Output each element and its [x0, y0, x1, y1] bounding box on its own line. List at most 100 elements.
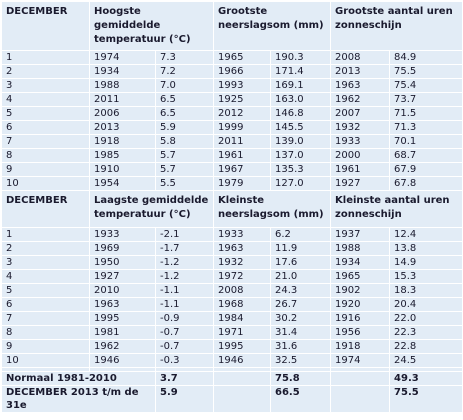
head: DECEMBER Laagste gemiddelde temperatuur (… [1, 190, 463, 228]
value-cell: 32.5 [270, 353, 332, 368]
table-body: DECEMBER Hoogste gemiddelde temperatuur (… [1, 1, 463, 413]
rank-cell: 9 [1, 339, 90, 354]
value-cell: 75.4 [389, 78, 463, 93]
year-cell: 1925 [213, 92, 272, 107]
table-row: 10 1946 -0.3 1946 32.5 1974 24.5 [1, 353, 463, 368]
year-cell: 2012 [213, 106, 272, 121]
value-cell: 67.9 [389, 162, 463, 177]
value-cell: 21.0 [270, 269, 332, 284]
header-cell: Laagste gemiddelde temperatuur (°C) [88, 190, 215, 228]
table-row: 2 1969 -1.7 1963 11.9 1988 13.8 [1, 241, 463, 256]
value-cell: 7.3 [154, 50, 215, 65]
value-cell: 31.4 [270, 325, 332, 340]
year-cell: 1995 [89, 311, 156, 326]
rank-cell: 7 [1, 134, 90, 149]
year-cell: 1932 [213, 255, 272, 270]
header-cell: DECEMBER [1, 190, 90, 228]
header-cell: DECEMBER [1, 1, 90, 51]
rank-cell: 4 [1, 269, 90, 284]
table-row: 1 1933 -2.1 1933 6.2 1937 12.4 [1, 227, 463, 242]
rank-cell: 6 [1, 120, 90, 135]
value-cell: 24.3 [270, 283, 332, 298]
rank-cell: 1 [1, 50, 90, 65]
value-cell: 12.4 [389, 227, 463, 242]
value-cell: -2.1 [154, 227, 215, 242]
year-cell: 1967 [213, 162, 272, 177]
year-cell: 1979 [213, 176, 272, 191]
year-cell: 1969 [89, 241, 156, 256]
rank-cell: 3 [1, 255, 90, 270]
value-cell: 163.0 [270, 92, 332, 107]
value-cell: 31.6 [270, 339, 332, 354]
table-row: 7 1995 -0.9 1984 30.2 1916 22.0 [1, 311, 463, 326]
rank-cell: 10 [1, 176, 90, 191]
year-cell: 1981 [89, 325, 156, 340]
empty-cell [213, 371, 272, 386]
value-cell: -1.1 [154, 297, 215, 312]
value-cell: -0.9 [154, 311, 215, 326]
year-cell: 1961 [213, 148, 272, 163]
year-cell: 1956 [330, 325, 391, 340]
year-cell: 1927 [89, 269, 156, 284]
year-cell: 1963 [330, 78, 391, 93]
header-cell: Kleinste neerslagsom (mm) [213, 190, 332, 228]
year-cell: 1902 [330, 283, 391, 298]
table-row: 7 1918 5.8 2011 139.0 1933 70.1 [1, 134, 463, 149]
table-row: 8 1985 5.7 1961 137.0 2000 68.7 [1, 148, 463, 163]
table-row: 2 1934 7.2 1966 171.4 2013 75.5 [1, 64, 463, 79]
table-row: 5 2006 6.5 2012 146.8 2007 71.5 [1, 106, 463, 121]
table-row: 9 1962 -0.7 1995 31.6 1918 22.8 [1, 339, 463, 354]
year-cell: 2008 [213, 283, 272, 298]
year-cell: 1965 [330, 269, 391, 284]
value-cell: 135.3 [270, 162, 332, 177]
year-cell: 2013 [330, 64, 391, 79]
year-cell: 1933 [330, 134, 391, 149]
year-cell: 1999 [213, 120, 272, 135]
empty-cell [213, 385, 272, 413]
table-row: 5 2010 -1.1 2008 24.3 1902 18.3 [1, 283, 463, 298]
value-cell: 22.0 [389, 311, 463, 326]
rank-cell: 5 [1, 283, 90, 298]
year-cell: 1961 [330, 162, 391, 177]
year-cell: 1927 [330, 176, 391, 191]
value-cell: 15.3 [389, 269, 463, 284]
year-cell: 1932 [330, 120, 391, 135]
footer-value: 75.5 [389, 385, 463, 413]
year-cell: 1916 [330, 311, 391, 326]
year-cell: 1968 [213, 297, 272, 312]
value-cell: 5.9 [154, 120, 215, 135]
empty-cell [330, 385, 391, 413]
footer-label: Normaal 1981-2010 [1, 371, 156, 386]
value-cell: 18.3 [389, 283, 463, 298]
header-cell: Hoogste gemiddelde temperatuur (°C) [88, 1, 215, 51]
year-cell: 2000 [330, 148, 391, 163]
header-cell: Grootste aantal uren zonneschijn [330, 1, 463, 51]
year-cell: 1971 [213, 325, 272, 340]
footer-value: 49.3 [389, 371, 463, 386]
value-cell: -1.2 [154, 255, 215, 270]
year-cell: 1918 [89, 134, 156, 149]
year-cell: 1974 [330, 353, 391, 368]
rank-cell: 5 [1, 106, 90, 121]
footer-value: 66.5 [270, 385, 332, 413]
value-cell: 75.5 [389, 64, 463, 79]
year-cell: 2008 [330, 50, 391, 65]
value-cell: 5.5 [154, 176, 215, 191]
foot: DECEMBER 2013 t/m de 31e 5.9 66.5 75.5 [1, 385, 463, 413]
value-cell: -0.7 [154, 339, 215, 354]
rank-cell: 4 [1, 92, 90, 107]
value-cell: 169.1 [270, 78, 332, 93]
value-cell: 14.9 [389, 255, 463, 270]
year-cell: 2013 [89, 120, 156, 135]
table-row: 6 1963 -1.1 1968 26.7 1920 20.4 [1, 297, 463, 312]
year-cell: 1920 [330, 297, 391, 312]
year-cell: 1995 [213, 339, 272, 354]
value-cell: 26.7 [270, 297, 332, 312]
year-cell: 1910 [89, 162, 156, 177]
rank-cell: 3 [1, 78, 90, 93]
rank-cell: 6 [1, 297, 90, 312]
year-cell: 1985 [89, 148, 156, 163]
records-table: DECEMBER Hoogste gemiddelde temperatuur (… [1, 1, 463, 413]
value-cell: 30.2 [270, 311, 332, 326]
value-cell: 71.3 [389, 120, 463, 135]
